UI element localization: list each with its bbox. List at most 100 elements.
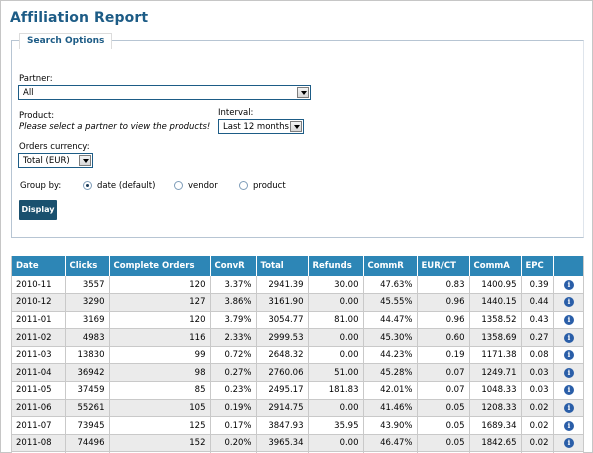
- info-icon[interactable]: i: [564, 385, 574, 396]
- info-icon[interactable]: i: [564, 350, 574, 361]
- cell-total: 2914.75: [256, 399, 309, 418]
- chevron-down-icon[interactable]: [297, 87, 309, 98]
- cell-details: i: [553, 346, 583, 365]
- partner-select-value: All: [23, 88, 34, 98]
- cell-clicks: 37459: [65, 381, 110, 400]
- cell-epc: 0.02: [521, 434, 554, 453]
- cell-eur-ct: 0.05: [417, 399, 470, 418]
- table-row: 2010-12 3290 127 3.86% 3161.90 0.00 45.55% 0.96…: [12, 293, 583, 312]
- info-icon[interactable]: i: [564, 438, 574, 449]
- column-header-commr[interactable]: CommR: [363, 256, 418, 276]
- product-label: Product:: [19, 111, 55, 121]
- cell-comma: 1048.33: [469, 381, 522, 400]
- cell-commr: 45.30%: [363, 328, 418, 347]
- cell-comma: 1689.34: [469, 416, 522, 435]
- cell-epc: 0.27: [521, 328, 554, 347]
- cell-total: 2999.53: [256, 328, 309, 347]
- group-by-vendor-radio[interactable]: [174, 181, 183, 190]
- cell-refunds: 0.00: [308, 399, 364, 418]
- chevron-down-icon[interactable]: [79, 155, 91, 166]
- cell-commr: 44.47%: [363, 311, 418, 330]
- cell-complete-orders: 127: [109, 293, 211, 312]
- info-icon[interactable]: i: [564, 297, 574, 308]
- cell-complete-orders: 98: [109, 363, 211, 383]
- cell-refunds: 0.00: [308, 434, 364, 453]
- table-header-row: Date Clicks Complete Orders ConvR Total …: [12, 256, 583, 276]
- cell-epc: 0.39: [521, 276, 554, 295]
- info-icon[interactable]: i: [564, 367, 574, 378]
- column-header-epc[interactable]: EPC: [521, 256, 554, 276]
- info-icon[interactable]: i: [564, 420, 574, 431]
- cell-eur-ct: 0.07: [417, 381, 470, 400]
- cell-convr: 3.79%: [210, 311, 257, 330]
- column-header-convr[interactable]: ConvR: [210, 256, 257, 276]
- chevron-down-icon[interactable]: [290, 121, 302, 132]
- cell-commr: 45.91%: [363, 451, 418, 453]
- cell-clicks: 73945: [65, 416, 110, 435]
- interval-select[interactable]: Last 12 months: [218, 119, 304, 134]
- cell-convr: 0.20%: [210, 451, 257, 453]
- cell-date: 2011-08: [12, 434, 66, 453]
- cell-eur-ct: 0.83: [417, 276, 470, 295]
- product-hint: Please select a partner to view the prod…: [19, 122, 211, 132]
- cell-refunds: 51.00: [308, 363, 364, 383]
- info-icon[interactable]: i: [564, 314, 574, 325]
- cell-eur-ct: 0.96: [417, 293, 470, 312]
- cell-details: i: [553, 311, 583, 330]
- column-header-clicks[interactable]: Clicks: [65, 256, 110, 276]
- cell-epc: 0.03: [521, 381, 554, 400]
- display-button[interactable]: Display: [19, 200, 57, 220]
- cell-commr: 45.28%: [363, 363, 418, 383]
- cell-clicks: 13830: [65, 346, 110, 365]
- cell-details: i: [553, 416, 583, 435]
- group-by-product-radio[interactable]: [239, 181, 248, 190]
- cell-epc: 0.02: [521, 399, 554, 418]
- page-title: Affiliation Report: [10, 10, 149, 26]
- group-by-date-radio[interactable]: [83, 181, 92, 190]
- cell-refunds: 0.00: [308, 451, 364, 453]
- cell-refunds: 0.00: [308, 328, 364, 347]
- group-by-date-label[interactable]: date (default): [97, 181, 156, 191]
- cell-total: 3847.93: [256, 416, 309, 435]
- partner-select[interactable]: All: [18, 85, 311, 100]
- cell-total: 2760.06: [256, 363, 309, 383]
- cell-clicks: 3290: [65, 293, 110, 312]
- cell-epc: 0.44: [521, 293, 554, 312]
- table-row: 2011-09803621640.20%4105.660.0045.91%0.0…: [12, 451, 583, 453]
- info-icon[interactable]: i: [564, 332, 574, 343]
- cell-clicks: 55261: [65, 399, 110, 418]
- cell-refunds: 30.00: [308, 276, 364, 295]
- cell-epc: 0.02: [521, 416, 554, 435]
- column-header-complete-orders[interactable]: Complete Orders: [109, 256, 211, 276]
- cell-convr: 0.20%: [210, 434, 257, 453]
- info-icon[interactable]: i: [564, 402, 574, 413]
- cell-details: i: [553, 399, 583, 418]
- cell-total: 3054.77: [256, 311, 309, 330]
- cell-complete-orders: 120: [109, 311, 211, 330]
- table-row: 2011-05 37459 85 0.23% 2495.17 181.83 42.01% 0.…: [12, 381, 583, 400]
- cell-date: 2011-09: [12, 451, 66, 453]
- cell-epc: 0.08: [521, 346, 554, 365]
- cell-date: 2011-01: [12, 311, 66, 330]
- report-table: Date Clicks Complete Orders ConvR Total …: [12, 256, 583, 453]
- column-header-details: [553, 256, 583, 276]
- cell-eur-ct: 0.07: [417, 363, 470, 383]
- column-header-comma[interactable]: CommA: [469, 256, 522, 276]
- group-by-product-label[interactable]: product: [253, 181, 286, 191]
- column-header-refunds[interactable]: Refunds: [308, 256, 364, 276]
- cell-clicks: 3557: [65, 276, 110, 295]
- cell-refunds: 181.83: [308, 381, 364, 400]
- cell-complete-orders: 116: [109, 328, 211, 347]
- info-icon[interactable]: i: [564, 279, 574, 290]
- column-header-eur-ct[interactable]: EUR/CT: [417, 256, 470, 276]
- cell-commr: 46.47%: [363, 434, 418, 453]
- currency-select[interactable]: Total (EUR): [18, 153, 93, 168]
- cell-convr: 0.17%: [210, 416, 257, 435]
- cell-comma: 1440.15: [469, 293, 522, 312]
- column-header-total[interactable]: Total: [256, 256, 309, 276]
- cell-refunds: 35.95: [308, 416, 364, 435]
- column-header-date[interactable]: Date: [12, 256, 66, 276]
- cell-convr: 0.19%: [210, 399, 257, 418]
- cell-complete-orders: 99: [109, 346, 211, 365]
- group-by-vendor-label[interactable]: vendor: [188, 181, 218, 191]
